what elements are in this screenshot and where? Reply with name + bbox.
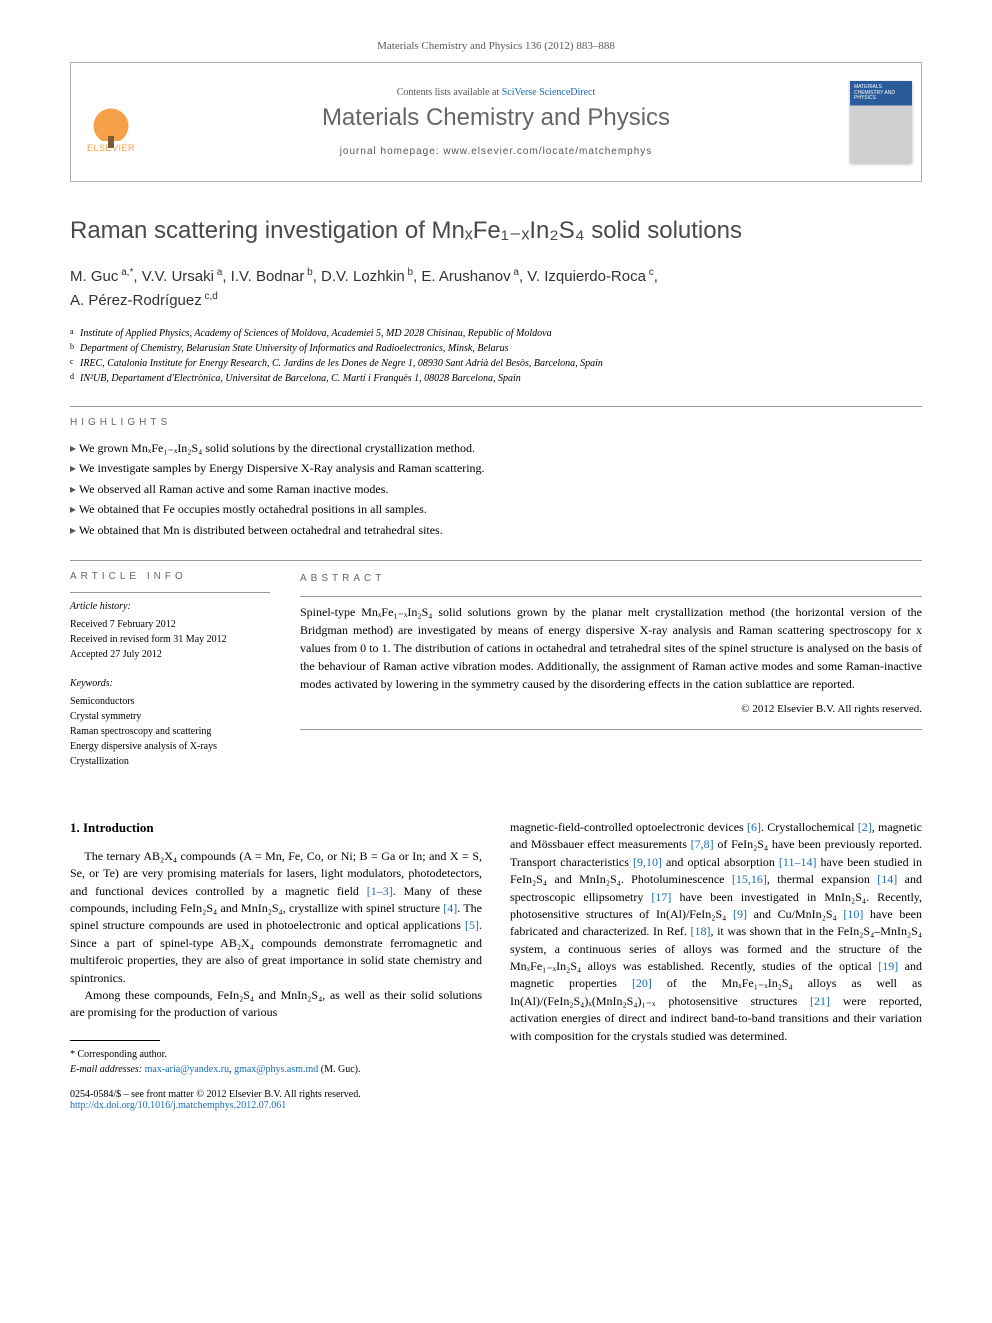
corresponding-author: * Corresponding author.: [70, 1047, 482, 1062]
highlight-item: We observed all Raman active and some Ra…: [70, 479, 922, 499]
highlight-item: We grown MnₓFe₁₋ₓIn₂S₄ solid solutions b…: [70, 438, 922, 458]
highlights-list: We grown MnₓFe₁₋ₓIn₂S₄ solid solutions b…: [70, 438, 922, 540]
highlight-item: We obtained that Mn is distributed betwe…: [70, 520, 922, 540]
article-title: Raman scattering investigation of MnₓFe₁…: [70, 216, 922, 245]
divider: [70, 560, 922, 561]
keywords-block: Keywords: Semiconductors Crystal symmetr…: [70, 676, 270, 769]
ref-link[interactable]: [18]: [691, 924, 711, 938]
abstract-col: ABSTRACT Spinel-type MnₓFe₁₋ₓIn₂S₄ solid…: [300, 571, 922, 783]
ref-link[interactable]: [4]: [443, 901, 457, 915]
ref-link[interactable]: [7,8]: [691, 837, 714, 851]
cover-thumb-block: MATERIALS CHEMISTRY AND PHYSICS: [841, 63, 921, 181]
affiliation-row: dIN²UB, Departament d'Electrònica, Unive…: [70, 371, 922, 386]
email-line: E-mail addresses: max-aria@yandex.ru, gm…: [70, 1062, 482, 1077]
header-center: Contents lists available at SciVerse Sci…: [151, 63, 841, 181]
footnote-divider: [70, 1040, 160, 1041]
abstract-label: ABSTRACT: [300, 571, 922, 586]
article-history: Article history: Received 7 February 201…: [70, 599, 270, 662]
doi-link[interactable]: http://dx.doi.org/10.1016/j.matchemphys.…: [70, 1100, 286, 1111]
ref-link[interactable]: [19]: [878, 959, 898, 973]
highlight-item: We investigate samples by Energy Dispers…: [70, 458, 922, 478]
ref-link[interactable]: [2]: [858, 820, 872, 834]
ref-link[interactable]: [6]: [747, 820, 761, 834]
intro-col2: magnetic-field-controlled optoelectronic…: [510, 819, 922, 1045]
copyright-line: © 2012 Elsevier B.V. All rights reserved…: [300, 701, 922, 718]
publisher-logo-block: ELSEVIER: [71, 63, 151, 181]
email-link[interactable]: gmax@phys.asm.md: [234, 1064, 318, 1075]
ref-link[interactable]: [9,10]: [633, 855, 662, 869]
email-link[interactable]: max-aria@yandex.ru: [145, 1064, 229, 1075]
article-info-label: ARTICLE INFO: [70, 571, 270, 582]
intro-p2: Among these compounds, FeIn₂S₄ and MnIn₂…: [70, 987, 482, 1022]
affiliation-row: cIREC, Catalonia Institute for Energy Re…: [70, 356, 922, 371]
affiliation-row: aInstitute of Applied Physics, Academy o…: [70, 326, 922, 341]
ref-link[interactable]: [10]: [843, 907, 863, 921]
intro-p1: The ternary AB₂X₄ compounds (A = Mn, Fe,…: [70, 848, 482, 987]
citation-line: Materials Chemistry and Physics 136 (201…: [70, 40, 922, 52]
authors-line: M. Guc a,*, V.V. Ursaki a, I.V. Bodnar b…: [70, 265, 922, 312]
highlights-label: HIGHLIGHTS: [70, 417, 922, 428]
highlight-item: We obtained that Fe occupies mostly octa…: [70, 499, 922, 519]
article-info-col: ARTICLE INFO Article history: Received 7…: [70, 571, 270, 783]
sciencedirect-link[interactable]: SciVerse ScienceDirect: [502, 87, 596, 98]
ref-link[interactable]: [1–3]: [367, 884, 393, 898]
ref-link[interactable]: [21]: [810, 994, 830, 1008]
ref-link[interactable]: [9]: [733, 907, 747, 921]
homepage-url: www.elsevier.com/locate/matchemphys: [443, 146, 652, 157]
intro-heading: 1. Introduction: [70, 819, 482, 838]
bottom-issn-doi: 0254-0584/$ – see front matter © 2012 El…: [70, 1089, 922, 1111]
contents-available-line: Contents lists available at SciVerse Sci…: [397, 87, 596, 98]
ref-link[interactable]: [5]: [465, 918, 479, 932]
affiliation-row: bDepartment of Chemistry, Belarusian Sta…: [70, 341, 922, 356]
ref-link[interactable]: [14]: [877, 872, 897, 886]
journal-name: Materials Chemistry and Physics: [322, 104, 670, 132]
footnotes: * Corresponding author. E-mail addresses…: [70, 1047, 482, 1077]
journal-cover-icon: MATERIALS CHEMISTRY AND PHYSICS: [850, 81, 912, 163]
homepage-line: journal homepage: www.elsevier.com/locat…: [340, 146, 653, 157]
abstract-text: Spinel-type MnₓFe₁₋ₓIn₂S₄ solid solution…: [300, 603, 922, 693]
ref-link[interactable]: [17]: [651, 890, 671, 904]
elsevier-tree-icon: [86, 91, 136, 141]
journal-header: ELSEVIER Contents lists available at Sci…: [70, 62, 922, 182]
ref-link[interactable]: [11–14]: [779, 855, 817, 869]
divider: [70, 406, 922, 407]
citation-text: Materials Chemistry and Physics 136 (201…: [377, 40, 615, 52]
body-columns: 1. Introduction The ternary AB₂X₄ compou…: [70, 819, 922, 1077]
ref-link[interactable]: [15,16]: [732, 872, 767, 886]
ref-link[interactable]: [20]: [632, 976, 652, 990]
issn-line: 0254-0584/$ – see front matter © 2012 El…: [70, 1089, 922, 1100]
affiliations: aInstitute of Applied Physics, Academy o…: [70, 326, 922, 386]
